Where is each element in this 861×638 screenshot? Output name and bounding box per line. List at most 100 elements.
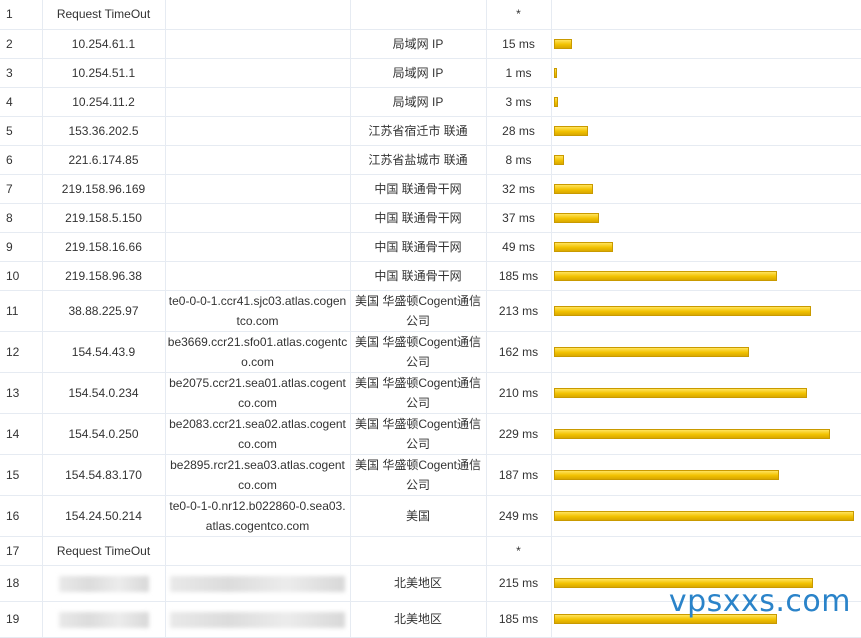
latency-bar [553, 428, 830, 439]
hostname: be2083.ccr21.sea02.atlas.cogentco.com [165, 413, 351, 455]
hop-number: 9 [0, 232, 43, 262]
latency: 49 ms [486, 232, 552, 262]
hop-number: 18 [0, 565, 43, 602]
latency: 210 ms [486, 372, 552, 414]
hop-number: 12 [0, 331, 43, 373]
latency: 229 ms [486, 413, 552, 455]
latency: 185 ms [486, 601, 552, 638]
hop-number: 17 [0, 536, 43, 566]
latency-bar [553, 578, 813, 588]
latency: 8 ms [486, 145, 552, 175]
latency: * [486, 536, 552, 566]
table-row: 18 北美地区 215 ms [0, 565, 861, 602]
ip-address: 10.254.11.2 [42, 87, 166, 117]
latency-bar [553, 38, 572, 49]
latency-bar [553, 96, 558, 107]
latency-bar-cell [551, 203, 861, 233]
location: 局域网 IP [350, 87, 487, 117]
hostname: be2075.ccr21.sea01.atlas.cogentco.com [165, 372, 351, 414]
hop-number: 16 [0, 495, 43, 537]
table-row: 16 154.24.50.214 te0-0-1-0.nr12.b022860-0.… [0, 495, 861, 537]
table-row: 8 219.158.5.150 中国 联通骨干网 37 ms [0, 203, 861, 233]
latency: 32 ms [486, 174, 552, 204]
table-row: 13 154.54.0.234 be2075.ccr21.sea01.atlas.c… [0, 372, 861, 414]
latency-bar [553, 241, 613, 252]
table-row: 3 10.254.51.1 局域网 IP 1 ms [0, 58, 861, 88]
latency-bar [553, 212, 599, 223]
hop-number: 1 [0, 0, 43, 30]
latency: 28 ms [486, 116, 552, 146]
location: 北美地区 [350, 601, 487, 638]
latency-bar-cell [551, 495, 861, 537]
hostname [165, 116, 351, 146]
table-row: 10 219.158.96.38 中国 联通骨干网 185 ms [0, 261, 861, 291]
hop-number: 5 [0, 116, 43, 146]
hop-number: 6 [0, 145, 43, 175]
hostname [165, 87, 351, 117]
hop-number: 10 [0, 261, 43, 291]
hostname: be3669.ccr21.sfo01.atlas.cogentco.com [165, 331, 351, 373]
latency-bar-cell [551, 58, 861, 88]
table-row: 12 154.54.43.9 be3669.ccr21.sfo01.atlas.co… [0, 331, 861, 373]
ip-address: 154.54.43.9 [42, 331, 166, 373]
hop-number: 15 [0, 454, 43, 496]
redacted-hostname [170, 575, 345, 592]
ip-address: 219.158.5.150 [42, 203, 166, 233]
hop-number: 14 [0, 413, 43, 455]
location: 北美地区 [350, 565, 487, 602]
hop-number: 8 [0, 203, 43, 233]
ip-address: 154.24.50.214 [42, 495, 166, 537]
table-row: 11 38.88.225.97 te0-0-0-1.ccr41.sjc03.atla… [0, 290, 861, 332]
latency-bar-cell [551, 116, 861, 146]
location: 中国 联通骨干网 [350, 174, 487, 204]
latency-bar-cell [551, 454, 861, 496]
ip-address: 153.36.202.5 [42, 116, 166, 146]
latency: 249 ms [486, 495, 552, 537]
latency-bar [553, 469, 779, 480]
latency-bar-cell [551, 536, 861, 566]
latency-bar-cell [551, 331, 861, 373]
table-row: 7 219.158.96.169 中国 联通骨干网 32 ms [0, 174, 861, 204]
latency-bar [553, 387, 807, 398]
hostname [165, 601, 351, 638]
latency-bar-cell [551, 174, 861, 204]
table-row: 2 10.254.61.1 局域网 IP 15 ms [0, 29, 861, 59]
table-row: 9 219.158.16.66 中国 联通骨干网 49 ms [0, 232, 861, 262]
hostname [165, 261, 351, 291]
redacted-ip [58, 611, 149, 628]
latency: 215 ms [486, 565, 552, 602]
latency-bar-cell [551, 290, 861, 332]
ip-address [42, 565, 166, 602]
hop-number: 11 [0, 290, 43, 332]
hostname [165, 0, 351, 30]
table-row: 1 Request TimeOut * [0, 0, 861, 30]
location: 局域网 IP [350, 58, 487, 88]
hostname: be2895.rcr21.sea03.atlas.cogentco.com [165, 454, 351, 496]
latency-bar [553, 183, 593, 194]
ip-address: 154.54.83.170 [42, 454, 166, 496]
hostname: te0-0-0-1.ccr41.sjc03.atlas.cogentco.com [165, 290, 351, 332]
ip-address: 38.88.225.97 [42, 290, 166, 332]
latency: * [486, 0, 552, 30]
table-row: 6 221.6.174.85 江苏省盐城市 联通 8 ms [0, 145, 861, 175]
latency: 1 ms [486, 58, 552, 88]
hop-number: 4 [0, 87, 43, 117]
ip-address: 219.158.96.169 [42, 174, 166, 204]
ip-address: 154.54.0.234 [42, 372, 166, 414]
hostname [165, 232, 351, 262]
latency-bar [553, 305, 811, 316]
latency-bar-cell [551, 261, 861, 291]
latency: 3 ms [486, 87, 552, 117]
location: 中国 联通骨干网 [350, 232, 487, 262]
location: 美国 华盛顿Cogent通信公司 [350, 454, 487, 496]
latency-bar-cell [551, 413, 861, 455]
table-row: 5 153.36.202.5 江苏省宿迁市 联通 28 ms [0, 116, 861, 146]
hostname [165, 29, 351, 59]
latency-bar [553, 67, 557, 78]
hostname [165, 203, 351, 233]
location [350, 0, 487, 30]
hop-number: 13 [0, 372, 43, 414]
latency-bar-cell [551, 232, 861, 262]
ip-address: 219.158.96.38 [42, 261, 166, 291]
